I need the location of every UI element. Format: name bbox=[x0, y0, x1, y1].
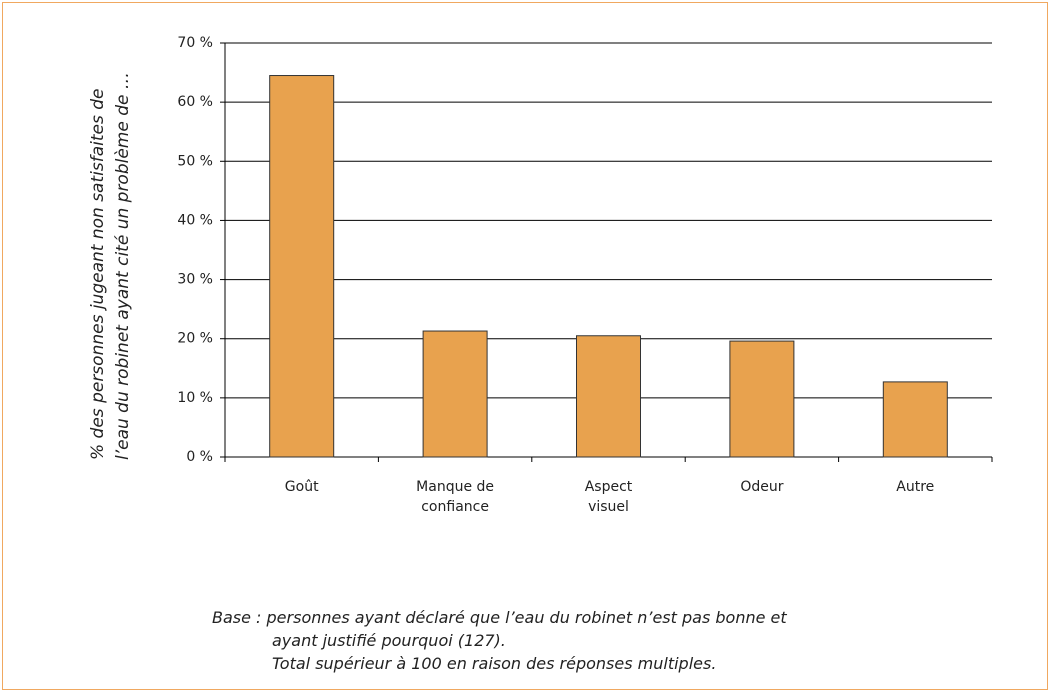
bar bbox=[882, 381, 948, 458]
y-tick-label: 20 % bbox=[177, 331, 213, 347]
bar bbox=[729, 340, 795, 458]
caption: Base : personnes ayant déclaré que l’eau… bbox=[212, 606, 787, 675]
x-tick-label: Goût bbox=[284, 479, 319, 495]
x-tick-label: Odeur bbox=[740, 479, 784, 495]
y-axis-label: % des personnes jugeant non satisfaites … bbox=[88, 72, 133, 460]
y-tick-label: 30 % bbox=[177, 272, 213, 288]
x-tick-label: Aspect visuel bbox=[584, 479, 633, 515]
y-tick-label: 50 % bbox=[177, 153, 213, 169]
y-tick-label: 10 % bbox=[177, 390, 213, 406]
x-tick-label: Manque de confiance bbox=[416, 479, 495, 515]
caption-line: ayant justifié pourquoi (127). bbox=[272, 631, 506, 650]
bar bbox=[422, 330, 488, 458]
caption-line: Base : personnes ayant déclaré que l’eau… bbox=[212, 608, 787, 627]
y-tick-label: 40 % bbox=[177, 212, 213, 228]
caption-line: Total supérieur à 100 en raison des répo… bbox=[272, 654, 717, 673]
y-tick-label: 70 % bbox=[177, 35, 213, 51]
y-tick-label: 0 % bbox=[186, 449, 213, 465]
bar bbox=[576, 335, 641, 458]
bar bbox=[269, 75, 335, 458]
x-tick-label: Autre bbox=[896, 479, 935, 495]
y-tick-label: 60 % bbox=[177, 94, 213, 110]
